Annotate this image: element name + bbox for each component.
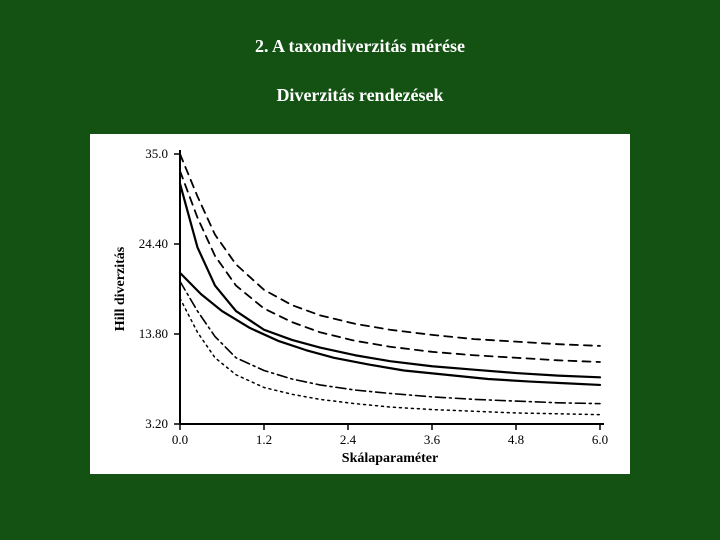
svg-text:35.0: 35.0 [145,146,168,161]
svg-text:6.0: 6.0 [592,432,608,447]
page-subtitle: Diverzitás rendezések [0,57,720,106]
svg-text:13.80: 13.80 [139,326,168,341]
page-title: 2. A taxondiverzitás mérése [0,0,720,57]
svg-text:Hill diverzitás: Hill diverzitás [113,246,128,331]
svg-text:24.40: 24.40 [139,236,168,251]
chart-panel: 0.0 1.2 2.4 3.6 4.8 6.0 3.20 13.80 24.40 35.0 Skál… [90,134,630,474]
svg-text:3.6: 3.6 [424,432,441,447]
diversity-chart: 0.0 1.2 2.4 3.6 4.8 6.0 3.20 13.80 24.40 35.0 Skál… [90,134,630,474]
svg-text:1.2: 1.2 [256,432,272,447]
svg-text:4.8: 4.8 [508,432,524,447]
svg-text:2.4: 2.4 [340,432,357,447]
svg-text:0.0: 0.0 [172,432,188,447]
svg-text:Skálaparaméter: Skálaparaméter [342,451,438,466]
svg-text:3.20: 3.20 [145,416,168,431]
